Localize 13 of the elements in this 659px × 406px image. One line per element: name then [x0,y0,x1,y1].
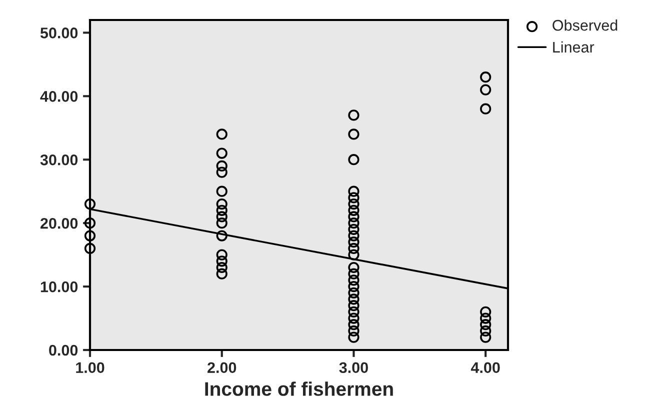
legend-label: Observed [552,20,618,31]
y-tick-label: 20.00 [40,218,78,229]
x-tick-label: 2.00 [208,362,236,374]
x-axis-title: Income of fishermen [205,382,393,396]
x-tick-label: 3.00 [339,362,368,374]
y-tick-label: 40.00 [40,91,78,102]
x-tick-label: 1.00 [76,362,104,374]
y-tick-label: 50.00 [40,28,78,38]
y-tick-label: 0.00 [49,344,78,356]
y-tick-label: 30.00 [40,154,78,166]
x-tick-label: 4.00 [470,362,500,374]
y-tick-label: 10.00 [40,281,78,292]
legend-label: Linear [553,41,594,53]
